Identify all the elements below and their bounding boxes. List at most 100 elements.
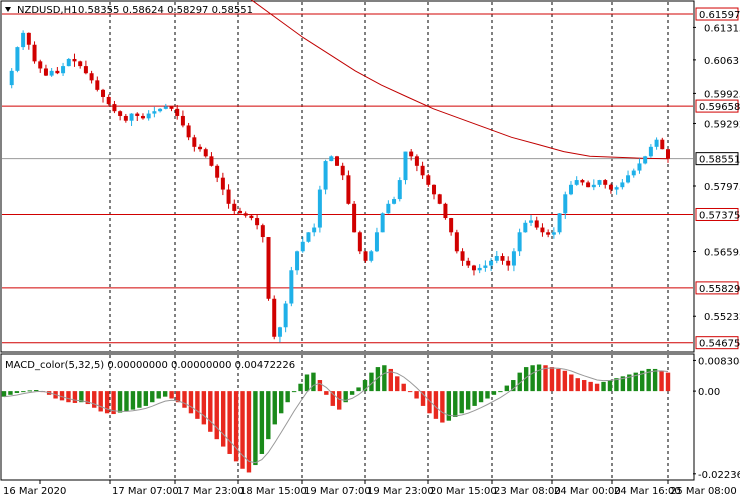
candle-bull — [386, 203, 391, 214]
level-tag — [695, 7, 739, 21]
x-tick-label: 17 Mar 07:00 — [112, 486, 179, 497]
candle-bear — [660, 139, 665, 150]
macd-bar — [291, 391, 297, 393]
macd-bar — [150, 391, 155, 403]
candle-bull — [654, 139, 659, 147]
level-label: 0.57375 — [699, 210, 740, 221]
candle-bear — [255, 218, 260, 226]
candle-bear — [220, 177, 225, 190]
candle-bull — [9, 70, 14, 86]
y-tick-label: 0.57975 — [704, 182, 740, 193]
candle-bear — [414, 156, 419, 166]
level-tag — [695, 281, 739, 295]
candle-bear — [78, 61, 83, 67]
macd-bar — [627, 374, 632, 392]
macd-bar — [34, 390, 39, 392]
macd-bar — [569, 374, 574, 392]
candle-bear — [352, 203, 357, 233]
y-tick-label: 0.59292 — [704, 119, 740, 130]
macd-bar — [272, 391, 277, 425]
candle-bear — [449, 218, 454, 233]
macd-bar — [556, 368, 561, 392]
candle-bull — [477, 267, 482, 271]
candle-bull — [643, 156, 648, 164]
candle-bull — [300, 241, 305, 252]
candle-bull — [591, 184, 596, 188]
macd-y-tick-label: -0.0223659 — [698, 470, 740, 481]
candle-bull — [626, 175, 631, 183]
macd-bar — [440, 391, 445, 423]
level-label: 0.59658 — [699, 102, 740, 113]
candle-bear — [215, 165, 220, 178]
macd-bar — [175, 391, 181, 403]
macd-bar — [640, 370, 645, 392]
macd-bar — [117, 391, 123, 413]
candle-bull — [329, 156, 334, 162]
candle-bull — [306, 232, 311, 242]
candle-bull — [61, 66, 66, 74]
macd-bar — [227, 391, 232, 454]
macd-bar — [491, 391, 497, 395]
x-tick-label: 19 Mar 23:00 — [367, 486, 434, 497]
macd-bar — [253, 391, 258, 466]
candle-bull — [374, 232, 379, 252]
candle-bear — [409, 151, 414, 157]
macd-bar — [594, 383, 600, 392]
x-tick-label: 20 Mar 15:00 — [430, 486, 497, 497]
candle-bear — [95, 80, 100, 90]
macd-bar — [59, 391, 65, 401]
candle-bear — [443, 203, 448, 219]
candle-bear — [363, 251, 368, 261]
macd-bar — [85, 391, 91, 405]
candle-bear — [72, 58, 77, 62]
macd-bar — [607, 380, 613, 392]
y-tick-label: 0.61315 — [704, 23, 740, 34]
candle-bear — [603, 180, 608, 185]
macd-bar — [530, 365, 535, 392]
x-tick-label: 24 Mar 16:00 — [614, 486, 681, 497]
candle-bull — [557, 213, 562, 233]
candle-bull — [511, 251, 516, 266]
candle-bear — [43, 68, 48, 76]
macd-bar — [169, 391, 174, 399]
macd-bar — [369, 372, 374, 392]
candle-bull — [563, 194, 568, 214]
candle-bull — [637, 163, 642, 171]
macd-bar — [575, 378, 580, 392]
macd-bar — [356, 387, 361, 392]
macd-bar — [8, 391, 13, 395]
x-tick-label: 24 Mar 00:00 — [554, 486, 621, 497]
y-tick-label: 0.60631 — [704, 56, 740, 67]
candle-bear — [243, 213, 248, 216]
y-tick-label: 0.56595 — [704, 248, 740, 259]
macd-bar — [143, 391, 149, 406]
price-panel-frame — [0, 0, 695, 353]
candle-bear — [546, 232, 551, 235]
candle-bull — [620, 182, 625, 188]
macd-bar — [349, 391, 355, 395]
macd-bar — [511, 380, 516, 392]
candle-bear — [426, 175, 431, 185]
macd-bar — [414, 391, 419, 399]
symbol-label: NZDUSD,H1 — [17, 5, 77, 16]
macd-axis: 0.0083040 0.00 -0.0223659 — [693, 356, 740, 481]
candle-bear — [666, 149, 670, 159]
candle-bull — [289, 270, 294, 304]
macd-bar — [92, 391, 97, 408]
candle-bull — [392, 199, 397, 204]
macd-bar — [498, 391, 503, 393]
candle-bear — [608, 184, 613, 190]
candle-bear — [203, 149, 208, 157]
candle-bull — [517, 232, 522, 252]
macd-bar — [162, 391, 168, 397]
candle-bear — [226, 189, 231, 204]
candle-bear — [586, 182, 591, 188]
candle-bull — [146, 113, 151, 119]
macd-bar — [104, 391, 110, 414]
collapse-triangle-icon[interactable] — [5, 7, 11, 12]
macd-bar — [156, 391, 161, 399]
macd-bar — [317, 380, 323, 392]
candle-bear — [540, 227, 545, 233]
candle-bull — [323, 161, 328, 190]
